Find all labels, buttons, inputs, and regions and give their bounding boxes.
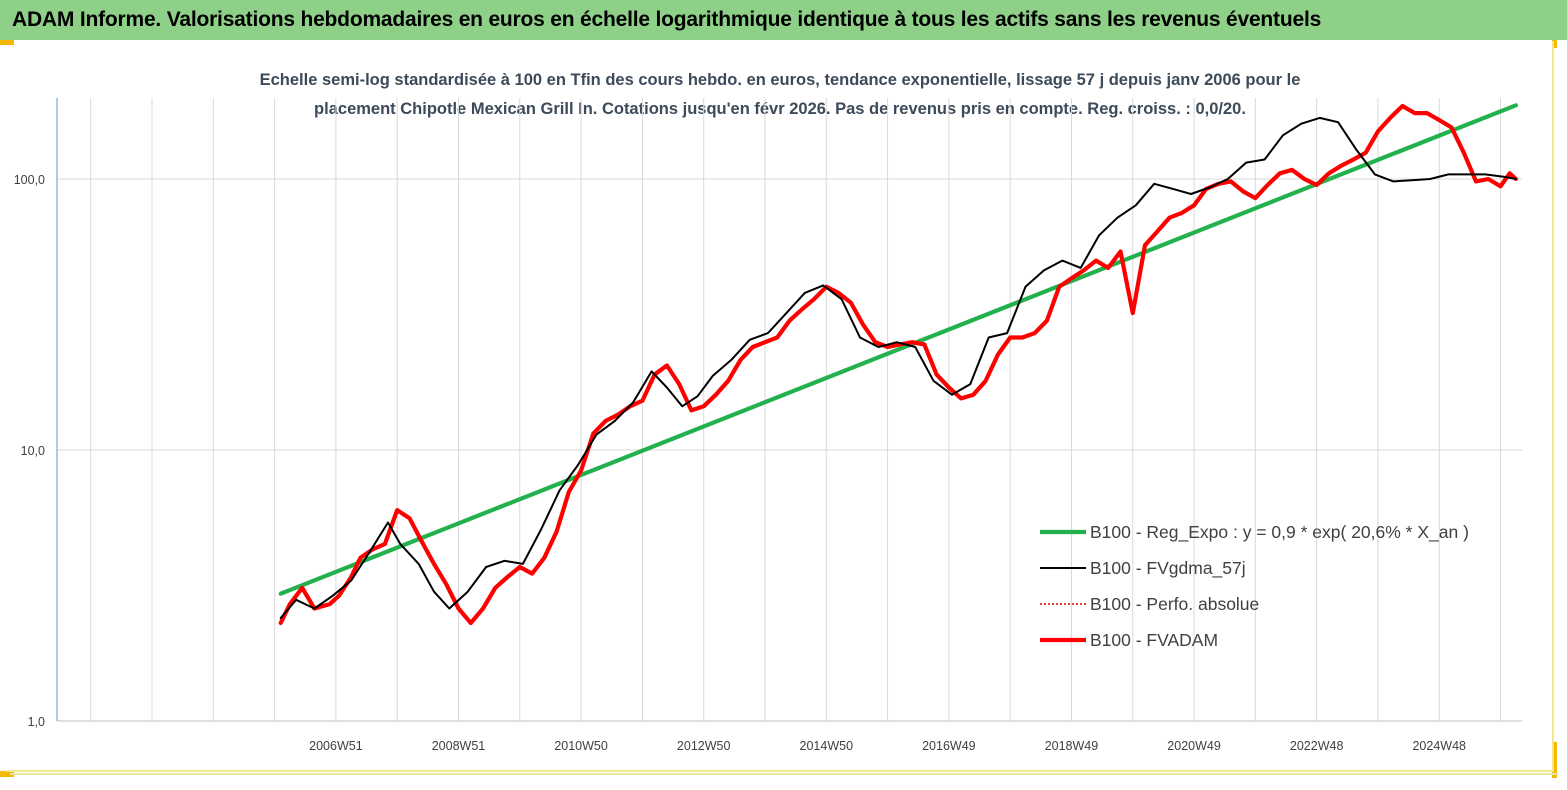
x-tick-label-7: 2020W49 [1167, 739, 1221, 753]
chart-frame [6, 41, 1554, 772]
chart-subtitle-line-1: Echelle semi-log standardisée à 100 en T… [259, 71, 1301, 89]
legend-label-1: B100 - FVgdma_57j [1090, 558, 1246, 579]
report-title: ADAM Informe. Valorisations hebdomadaire… [12, 8, 1322, 31]
x-tick-label-9: 2024W48 [1412, 739, 1466, 753]
legend-label-2: B100 - Perfo. absolue [1090, 594, 1259, 614]
x-tick-label-5: 2016W49 [922, 739, 976, 753]
x-tick-label-3: 2012W50 [677, 739, 731, 753]
series-line-1 [279, 116, 1517, 619]
series-line-0 [278, 103, 1519, 596]
y-tick-label-2: 100,0 [14, 173, 45, 187]
y-tick-label-1: 10,0 [21, 444, 45, 458]
series-layer [278, 103, 1519, 626]
x-tick-label-1: 2008W51 [432, 739, 486, 753]
report-header: ADAM Informe. Valorisations hebdomadaire… [0, 0, 1567, 40]
x-tick-label-6: 2018W49 [1045, 739, 1099, 753]
chart-subtitle: Echelle semi-log standardisée à 100 en T… [150, 66, 1410, 124]
x-tick-label-8: 2022W48 [1290, 739, 1344, 753]
x-tick-label-0: 2006W51 [309, 739, 363, 753]
legend-label-3: B100 - FVADAM [1090, 630, 1218, 650]
legend: B100 - Reg_Expo : y = 0,9 * exp( 20,6% *… [1040, 522, 1469, 650]
chart-subtitle-line-2: placement Chipotle Mexican Grill In. Cot… [314, 100, 1246, 118]
corner-accent-top-right [1552, 40, 1557, 48]
series-line-3 [278, 103, 1519, 626]
grid-layer [57, 98, 1522, 722]
x-tick-label-2: 2010W50 [554, 739, 608, 753]
y-tick-label-0: 1,0 [28, 715, 45, 729]
legend-label-0: B100 - Reg_Expo : y = 0,9 * exp( 20,6% *… [1090, 522, 1469, 543]
axis-layer: 1,0 10,0 100,0 2006W51 2008W51 2010W50 2012W50… [14, 98, 1522, 753]
x-tick-label-4: 2014W50 [800, 739, 854, 753]
corner-accent-top-left [0, 40, 14, 45]
corner-accent-bottom-right [1552, 742, 1557, 778]
frame-bottom-line [10, 773, 1558, 775]
corner-accent-bottom-left [0, 771, 14, 777]
